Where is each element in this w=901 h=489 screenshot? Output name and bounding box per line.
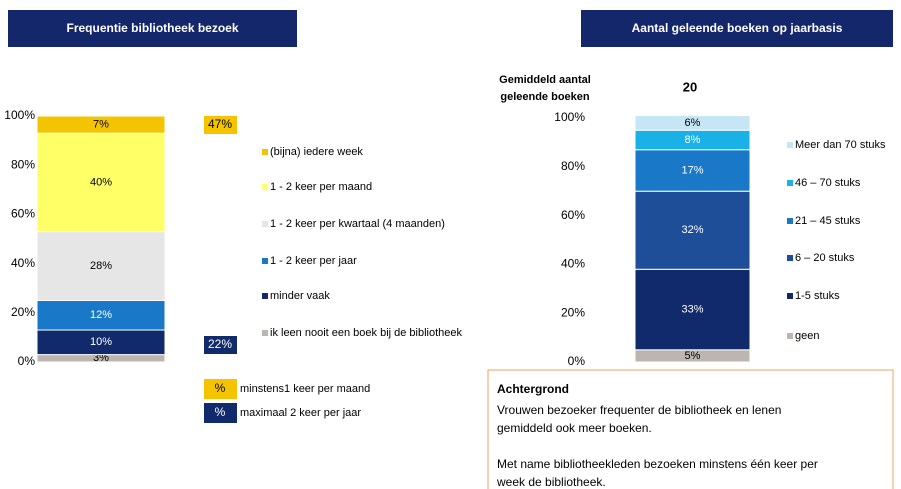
legend-label: Meer dan 70 stuks <box>795 139 886 151</box>
legend-label: ik leen nooit een boek bij de bibliothee… <box>270 327 463 339</box>
summary-legend-box <box>204 379 237 399</box>
value-label: 17% <box>681 164 703 176</box>
bar-segment <box>36 115 166 134</box>
header-box <box>8 10 297 47</box>
legend-swatch <box>262 293 268 299</box>
legend-swatch <box>787 142 793 148</box>
value-label: 3% <box>93 352 109 364</box>
legend-swatch <box>787 333 793 339</box>
bar-segment <box>634 149 751 192</box>
legend-swatch <box>787 255 793 261</box>
bar-segment <box>36 132 166 233</box>
average-value: 20 <box>683 79 697 94</box>
legend-label: 1 - 2 keer per jaar <box>270 255 357 267</box>
background-text: gemiddeld ook meer boeken. <box>497 421 652 435</box>
y-tick-label: 20% <box>11 305 35 319</box>
summary-legend-symbol: % <box>215 405 226 419</box>
summary-legend-symbol: % <box>215 381 226 395</box>
y-tick-label: 0% <box>568 354 586 368</box>
legend-label: 6 – 20 stuks <box>795 252 855 264</box>
y-tick-label: 0% <box>18 354 36 368</box>
average-label: Gemiddeld aantal <box>499 74 591 86</box>
value-label: 5% <box>685 350 701 362</box>
y-tick-label: 100% <box>554 110 585 124</box>
value-label: 40% <box>90 176 112 188</box>
y-tick-label: 60% <box>11 207 35 221</box>
legend-swatch <box>262 330 268 336</box>
chart-title: Frequentie bibliotheek bezoek <box>66 21 238 35</box>
chart-title: Aantal geleende boeken op jaarbasis <box>632 21 843 35</box>
value-label: 8% <box>685 134 701 146</box>
y-tick-label: 60% <box>561 208 585 222</box>
legend-swatch <box>262 149 268 155</box>
value-label: 6% <box>685 117 701 129</box>
background-text: Met name bibliotheekleden bezoeken minst… <box>497 457 818 471</box>
background-text: week de bibliotheek. <box>496 475 606 489</box>
y-tick-label: 20% <box>561 305 585 319</box>
background-text: Vrouwen bezoeker frequenter de bibliothe… <box>497 403 781 417</box>
legend-label: 1-5 stuks <box>795 290 840 302</box>
legend-swatch <box>787 293 793 299</box>
y-tick-label: 80% <box>561 159 585 173</box>
summary-legend-text: minstens1 keer per maand <box>240 383 370 395</box>
bar-segment <box>634 115 751 131</box>
background-box <box>487 369 894 489</box>
value-label: 10% <box>90 336 112 348</box>
bar-segment <box>634 190 751 270</box>
summary-box <box>204 336 237 354</box>
header-box <box>581 10 893 47</box>
y-tick-label: 40% <box>561 257 585 271</box>
bar-segment <box>36 300 166 331</box>
value-label: 7% <box>93 119 109 131</box>
background-title: Achtergrond <box>497 382 569 396</box>
legend-label: geen <box>795 330 819 342</box>
average-label: geleende boeken <box>500 91 590 103</box>
legend-swatch <box>262 184 268 190</box>
legend-label: minder vaak <box>270 290 330 302</box>
summary-legend-text: maximaal 2 keer per jaar <box>240 407 361 419</box>
summary-legend-box <box>204 403 237 423</box>
y-tick-label: 100% <box>4 108 35 122</box>
legend-label: 21 – 45 stuks <box>795 215 861 227</box>
y-tick-label: 80% <box>11 157 35 171</box>
bar-segment <box>36 329 166 356</box>
summary-box <box>204 116 237 134</box>
legend-swatch <box>262 221 268 227</box>
value-label: 12% <box>90 309 112 321</box>
value-label: 28% <box>90 260 112 272</box>
legend-label: 1 - 2 keer per kwartaal (4 maanden) <box>270 218 445 230</box>
value-label: 32% <box>681 224 703 236</box>
legend-swatch <box>787 218 793 224</box>
y-tick-label: 40% <box>11 256 35 270</box>
summary-label: 22% <box>208 337 232 351</box>
legend-label: (bijna) iedere week <box>270 146 363 158</box>
legend-label: 46 – 70 stuks <box>795 177 861 189</box>
legend-swatch <box>787 180 793 186</box>
legend-label: 1 - 2 keer per maand <box>270 181 372 193</box>
value-label: 33% <box>681 303 703 315</box>
summary-label: 47% <box>208 117 232 131</box>
bar-segment <box>634 268 751 351</box>
legend-swatch <box>262 258 268 264</box>
